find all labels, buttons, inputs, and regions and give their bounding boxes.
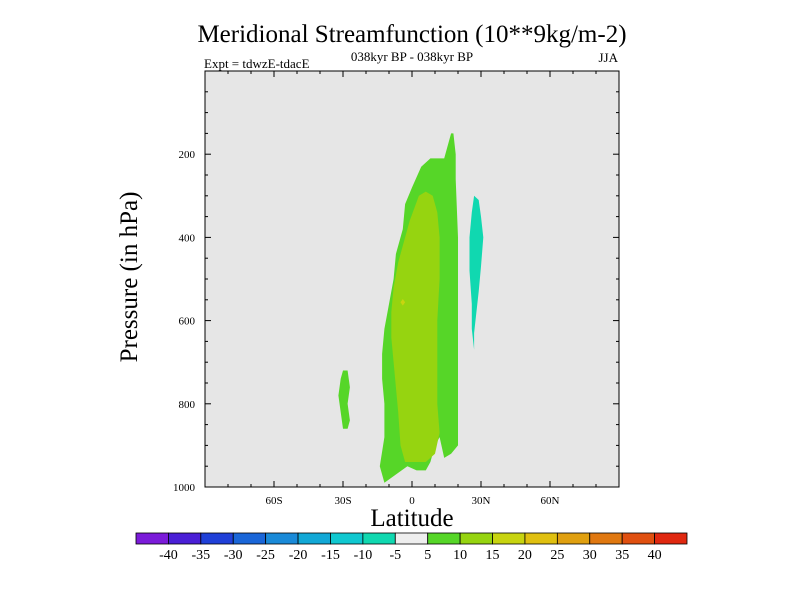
colorbar-level-label: 25 [550, 548, 564, 563]
season-label: JJA [598, 50, 618, 65]
contour-region-4 [469, 195, 484, 350]
contour-region-3 [400, 299, 406, 306]
colorbar-level-label: 35 [615, 548, 629, 563]
contour-region-1 [338, 370, 350, 429]
colorbar-swatch [394, 532, 429, 545]
x-tick-label: 30S [334, 495, 351, 507]
axis-ticks [205, 71, 619, 487]
colorbar-level-label: -5 [389, 548, 401, 563]
colorbar-swatch [297, 532, 331, 545]
colorbar-swatch [556, 532, 591, 545]
colorbar-swatch [654, 532, 688, 545]
colorbar-swatch [362, 532, 396, 545]
colorbar-level-label: 5 [424, 548, 431, 563]
chart-title: Meridional Streamfunction (10**9kg/m-2) [197, 21, 626, 48]
colorbar-level-label: -25 [256, 548, 275, 563]
colorbar-level-label: 20 [518, 548, 532, 563]
colorbar-swatch [492, 532, 526, 545]
y-tick-label: 800 [179, 399, 196, 411]
colorbar-level-label: 10 [453, 548, 467, 563]
colorbar-level-label: -30 [224, 548, 243, 563]
colorbar-swatch [524, 532, 558, 545]
tick-labels: 60S 30S 0 30N 60N 200 400 600 800 1000 [173, 149, 560, 507]
colorbar-swatch [200, 532, 234, 545]
colorbar-swatch [589, 532, 623, 545]
colorbar-level-label: -15 [321, 548, 340, 563]
colorbar-labels: -40 -35 -30 -25 -20 -15 -10 -5 5 10 15 20 25 30 35 40 [159, 548, 662, 563]
colorbar-swatch [427, 532, 461, 545]
colorbar-swatch [621, 532, 655, 545]
x-axis-title: Latitude [370, 505, 453, 532]
colorbar [135, 532, 688, 545]
colorbar-swatch [459, 532, 493, 545]
contour-regions [338, 133, 484, 483]
colorbar-swatch [232, 532, 267, 545]
x-tick-label: 60N [541, 495, 560, 507]
experiment-label: Expt = tdwzE-tdacE [204, 56, 310, 71]
contour-region-2 [391, 191, 440, 462]
colorbar-level-label: -20 [289, 548, 308, 563]
colorbar-swatch [168, 532, 202, 545]
y-tick-label: 200 [179, 149, 196, 161]
y-tick-label: 1000 [173, 482, 196, 494]
colorbar-level-label: -10 [354, 548, 373, 563]
y-tick-label: 600 [179, 316, 196, 328]
y-axis-title: Pressure (in hPa) [116, 192, 143, 363]
colorbar-swatch [330, 532, 364, 545]
chart-subtitle: 038kyr BP - 038kyr BP [351, 49, 473, 64]
y-tick-label: 400 [179, 232, 196, 244]
x-tick-label: 30N [472, 495, 491, 507]
colorbar-level-label: 15 [486, 548, 500, 563]
colorbar-level-label: -35 [191, 548, 210, 563]
colorbar-swatch [265, 532, 299, 545]
colorbar-level-label: 30 [583, 548, 597, 563]
colorbar-swatch [135, 532, 169, 545]
colorbar-level-label: -40 [159, 548, 178, 563]
x-tick-label: 0 [409, 495, 415, 507]
colorbar-level-label: 40 [648, 548, 662, 563]
x-tick-label: 60S [265, 495, 282, 507]
